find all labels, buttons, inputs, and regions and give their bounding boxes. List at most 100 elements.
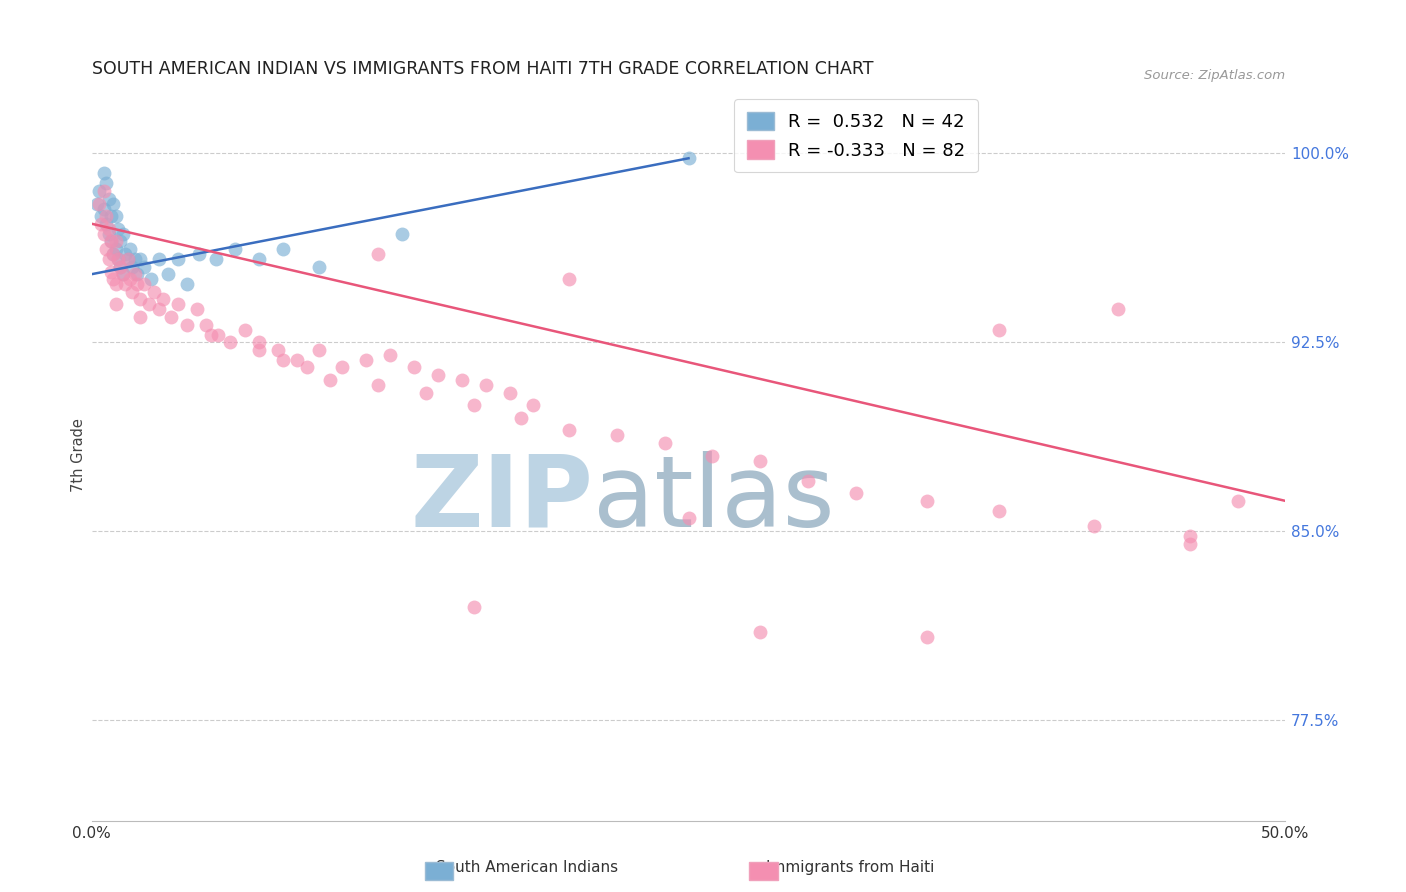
Point <box>247 335 270 350</box>
Point <box>558 272 581 286</box>
Point <box>450 373 472 387</box>
Point <box>103 272 125 286</box>
Point <box>749 624 772 639</box>
Point <box>797 474 820 488</box>
Point <box>186 302 208 317</box>
Text: Source: ZipAtlas.com: Source: ZipAtlas.com <box>1144 69 1285 81</box>
Point <box>391 227 413 241</box>
Point <box>142 285 165 299</box>
Point <box>141 272 163 286</box>
Point <box>100 235 122 249</box>
Point <box>114 247 136 261</box>
Point <box>104 209 127 223</box>
Point <box>510 410 533 425</box>
Point <box>463 599 485 614</box>
Point <box>103 196 125 211</box>
Point <box>176 318 198 332</box>
Point <box>107 252 129 266</box>
Point <box>915 630 938 644</box>
Point <box>606 428 628 442</box>
Point <box>86 196 108 211</box>
Text: ZIP: ZIP <box>411 450 593 548</box>
Point <box>134 277 156 292</box>
Point <box>100 265 122 279</box>
Point <box>356 352 378 367</box>
Point <box>97 192 120 206</box>
Point <box>987 504 1010 518</box>
Point <box>367 378 389 392</box>
Point <box>678 151 700 165</box>
Point <box>104 277 127 292</box>
Legend: R =  0.532   N = 42, R = -0.333   N = 82: R = 0.532 N = 42, R = -0.333 N = 82 <box>734 99 977 172</box>
Point <box>987 322 1010 336</box>
Point <box>166 297 188 311</box>
Point <box>207 327 229 342</box>
Point <box>93 227 115 241</box>
Point <box>128 252 150 266</box>
Point <box>845 486 868 500</box>
Point <box>1178 537 1201 551</box>
Y-axis label: 7th Grade: 7th Grade <box>72 418 86 492</box>
Point <box>166 252 188 266</box>
Point <box>104 297 127 311</box>
Point <box>271 352 294 367</box>
Point <box>152 293 174 307</box>
Point <box>93 202 115 216</box>
Point <box>463 398 485 412</box>
Point <box>114 277 136 292</box>
Point <box>100 235 122 249</box>
Point <box>118 242 141 256</box>
Point <box>749 453 772 467</box>
Point <box>121 260 143 274</box>
Point <box>111 227 134 241</box>
Text: Immigrants from Haiti: Immigrants from Haiti <box>766 861 935 875</box>
Point <box>308 343 330 357</box>
Point <box>295 360 318 375</box>
Point <box>332 360 354 375</box>
Point <box>90 209 112 223</box>
Point <box>110 235 132 249</box>
Point <box>498 385 520 400</box>
Point <box>1107 302 1129 317</box>
Point <box>200 327 222 342</box>
Point <box>474 378 496 392</box>
Point <box>118 272 141 286</box>
Point <box>124 252 146 266</box>
Point <box>94 177 117 191</box>
Point <box>702 449 724 463</box>
Point <box>558 423 581 437</box>
Point <box>247 343 270 357</box>
Point <box>159 310 181 324</box>
Point <box>915 493 938 508</box>
Point <box>104 235 127 249</box>
Point <box>1226 493 1249 508</box>
Point <box>110 260 132 274</box>
Point <box>271 242 294 256</box>
Point <box>134 260 156 274</box>
Point <box>426 368 449 382</box>
Point <box>285 352 308 367</box>
Point <box>319 373 342 387</box>
Point <box>128 310 150 324</box>
Point <box>678 511 700 525</box>
Point <box>90 217 112 231</box>
Point <box>127 277 149 292</box>
Point <box>1178 529 1201 543</box>
Point <box>103 247 125 261</box>
Point <box>233 322 256 336</box>
Point <box>104 242 127 256</box>
Point <box>103 247 125 261</box>
Point <box>97 222 120 236</box>
Point <box>93 184 115 198</box>
Point <box>107 252 129 266</box>
Point <box>188 247 211 261</box>
Point <box>110 260 132 274</box>
Point <box>117 252 139 266</box>
Point <box>111 267 134 281</box>
Point <box>87 184 110 198</box>
Point <box>367 247 389 261</box>
Point <box>127 267 149 281</box>
Point <box>97 227 120 241</box>
Point <box>93 166 115 180</box>
Point <box>148 252 170 266</box>
